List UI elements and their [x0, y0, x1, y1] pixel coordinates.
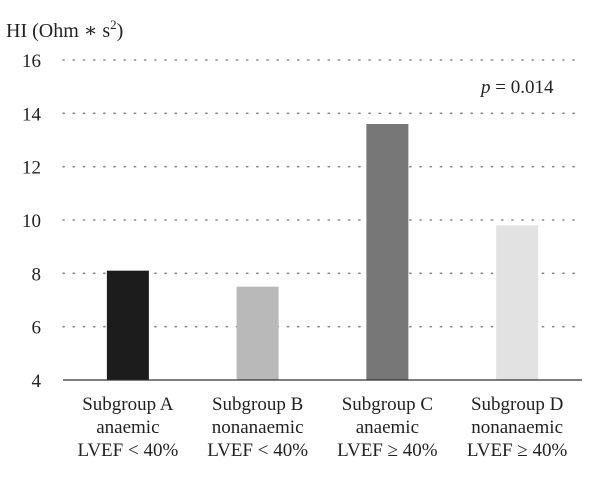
x-tick-label: anaemic: [356, 417, 419, 438]
bars: [106, 124, 539, 380]
x-tick-label: nonanaemic: [471, 417, 563, 438]
x-tick-label: anaemic: [96, 417, 159, 438]
y-tick-label: 16: [22, 51, 41, 72]
y-tick-label: 14: [22, 104, 42, 125]
y-tick-label: 10: [22, 211, 41, 232]
x-tick-label: Subgroup B: [212, 394, 303, 415]
x-tick-label: nonanaemic: [212, 417, 304, 438]
bar: [496, 225, 539, 380]
y-axis-label: HI (Ohm ∗ s2): [6, 17, 123, 42]
p-value-annotation: p = 0.014: [479, 77, 554, 98]
x-tick-label: LVEF ≥ 40%: [467, 440, 568, 461]
p-value-text: = 0.014: [491, 77, 554, 98]
y-axis-label-superscript: 2: [110, 17, 117, 32]
x-tick-label: Subgroup C: [342, 394, 433, 415]
y-tick-label: 12: [22, 158, 41, 179]
y-tick-label: 6: [32, 318, 42, 339]
y-axis-label-main: HI (Ohm ∗ s: [6, 20, 110, 42]
y-tick-label: 8: [32, 264, 42, 285]
y-tick-label: 4: [32, 371, 42, 392]
p-value-symbol: p: [479, 77, 491, 98]
x-tick-label: Subgroup D: [471, 394, 563, 415]
x-tick-label: LVEF < 40%: [207, 440, 308, 461]
bar: [366, 124, 409, 380]
x-tick-label: LVEF ≥ 40%: [337, 440, 438, 461]
x-tick-label: Subgroup A: [82, 394, 174, 415]
x-tick-label: LVEF < 40%: [77, 440, 178, 461]
bar: [106, 270, 149, 380]
y-axis-label-suffix: ): [117, 20, 124, 42]
y-axis-ticks: 4 6 8 10 12 14 16: [22, 51, 42, 392]
bar: [236, 286, 279, 380]
